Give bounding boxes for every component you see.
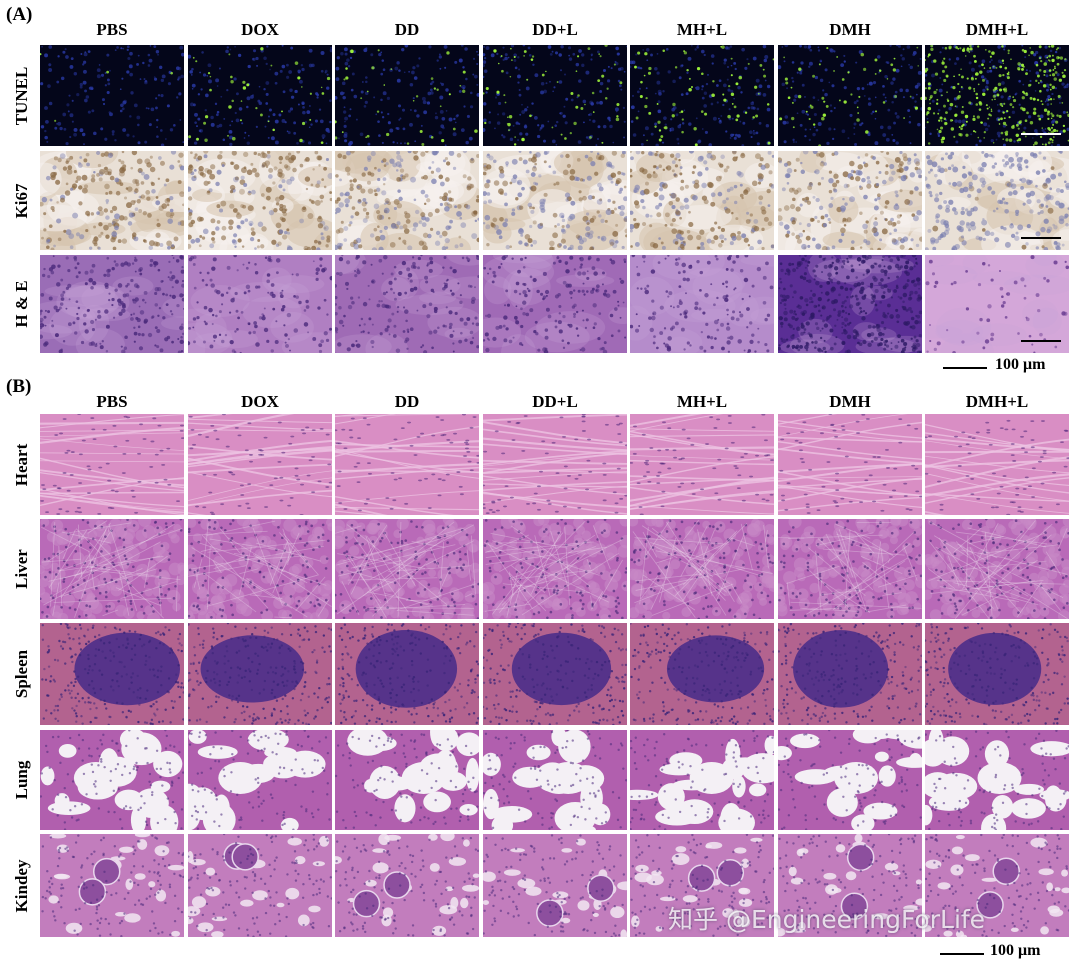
liver-image-dmh-l	[921, 514, 1074, 623]
kindey-image-mh-l	[630, 833, 776, 937]
column-header-dmh: DMH	[829, 20, 871, 39]
panel-b-scale-label: 100 μm	[990, 942, 1041, 959]
liver-image-mh-l	[626, 513, 781, 622]
spleen-image-mh-l	[629, 622, 776, 727]
row-header-spleen: Spleen	[12, 649, 31, 699]
column-header-dd-l: DD+L	[532, 392, 578, 411]
column-header-mh-l: MH+L	[676, 392, 728, 411]
row-header-lung: Lung	[12, 760, 31, 800]
row-header-liver: Liver	[12, 549, 31, 589]
kindey-image-dd-l	[481, 834, 635, 940]
panel-a-letter: (A)	[6, 4, 33, 25]
tunel-image-dmh	[777, 43, 924, 148]
tunel-image-dmh-l	[923, 43, 1071, 148]
liver-image-pbs	[35, 513, 189, 626]
lung-image-dmh	[771, 721, 942, 833]
column-header-pbs: PBS	[96, 20, 128, 39]
column-header-dd: DD	[394, 392, 420, 411]
kindey-image-dmh	[773, 832, 928, 938]
spleen-image-dmh	[776, 622, 923, 726]
heart-image-dox	[187, 403, 333, 533]
ki67-image-pbs	[23, 135, 207, 265]
tile-scale-bar	[1021, 133, 1061, 135]
lung-image-dd-l	[480, 726, 628, 836]
heart-image-dd	[333, 402, 481, 532]
tile-scale-bar	[1021, 237, 1061, 239]
he-image-pbs	[12, 254, 202, 362]
spleen-image-dmh-l	[923, 622, 1070, 726]
row-header-ki67: Ki67	[12, 183, 31, 218]
row-header-tunel: TUNEL	[12, 66, 31, 125]
tunel-image-dd-l	[481, 43, 628, 147]
row-header-h-e: H & E	[12, 280, 31, 328]
column-header-mh-l: MH+L	[676, 20, 728, 39]
column-header-pbs: PBS	[96, 392, 128, 411]
kindey-image-dd	[330, 830, 480, 937]
panel-a-scale-bar	[943, 367, 987, 369]
heart-image-dd-l	[481, 413, 629, 515]
spleen-image-dd	[335, 623, 480, 726]
lung-image-mh-l	[616, 729, 785, 837]
column-header-dmh-l: DMH+L	[965, 392, 1029, 411]
he-image-dmh-l	[897, 247, 1075, 371]
column-header-dmh-l: DMH+L	[965, 20, 1029, 39]
tunel-image-dox	[186, 44, 334, 147]
liver-image-dox	[182, 513, 336, 624]
heart-image-dmh-l	[923, 414, 1071, 538]
tunel-image-pbs	[39, 45, 185, 147]
column-header-dox: DOX	[241, 392, 279, 411]
kindey-image-dmh-l	[920, 833, 1071, 940]
watermark: 知乎 @EngineeringForLife	[668, 905, 986, 934]
tile-scale-bar	[1021, 340, 1061, 342]
row-header-kindey: Kindey	[12, 859, 31, 912]
he-image-dox	[171, 253, 355, 367]
spleen-image-pbs	[40, 622, 186, 727]
row-header-heart: Heart	[12, 443, 31, 486]
ki67-image-dmh	[765, 145, 944, 266]
liver-image-dmh	[772, 514, 929, 623]
heart-image-mh-l	[629, 402, 775, 516]
panel-b-scale-bar	[940, 953, 984, 955]
he-image-dd-l	[469, 241, 637, 372]
ki67-image-mh-l	[621, 136, 799, 265]
ki67-image-dox	[162, 138, 348, 264]
kindey-image-pbs	[40, 832, 185, 938]
heart-image-dmh	[777, 400, 924, 515]
panel-a-scale-label: 100 μm	[995, 356, 1046, 373]
tunel-image-mh-l	[628, 43, 775, 148]
column-header-dd-l: DD+L	[532, 20, 578, 39]
heart-image-pbs	[39, 413, 185, 516]
ki67-image-dmh-l	[923, 136, 1080, 263]
panel-b-letter: (B)	[6, 376, 32, 397]
lung-image-dd	[334, 717, 482, 830]
kindey-image-dox	[182, 832, 333, 938]
liver-image-dd-l	[477, 513, 633, 624]
he-image-mh-l	[619, 244, 808, 358]
he-image-dd	[314, 240, 513, 365]
column-header-dox: DOX	[241, 20, 279, 39]
lung-image-dmh-l	[919, 726, 1073, 843]
lung-image-dox	[177, 728, 332, 837]
lung-image-pbs	[39, 728, 185, 839]
column-header-dmh: DMH	[829, 392, 871, 411]
spleen-image-dd-l	[481, 621, 628, 727]
tunel-image-dd	[333, 43, 481, 147]
column-header-dd: DD	[394, 20, 420, 39]
he-image-dmh	[777, 240, 932, 357]
liver-image-dd	[330, 513, 485, 625]
spleen-image-dox	[187, 621, 333, 726]
ki67-image-dd-l	[475, 136, 650, 252]
ki67-image-dd	[318, 143, 485, 264]
